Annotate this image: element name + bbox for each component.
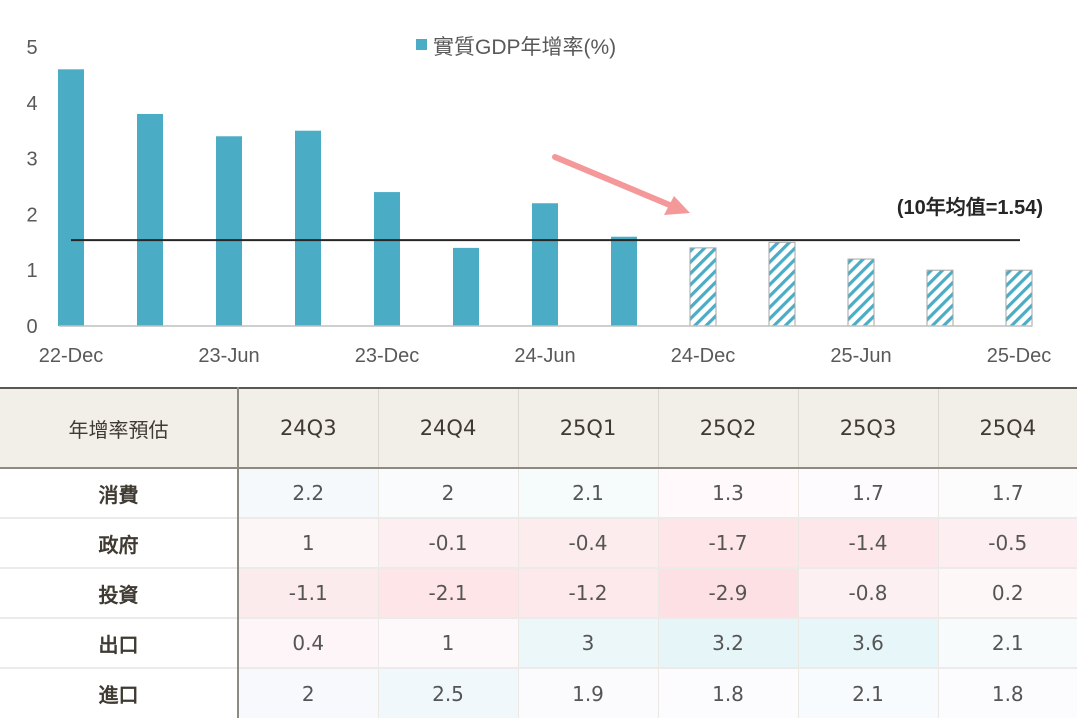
table-cell: 3.6 bbox=[797, 617, 938, 668]
x-tick-label: 22-Dec bbox=[39, 345, 103, 367]
y-tick-label: 1 bbox=[26, 260, 37, 282]
table-cell: 0.4 bbox=[237, 617, 378, 668]
actual-bar bbox=[58, 69, 84, 326]
y-tick-label: 4 bbox=[26, 93, 37, 115]
table-row: 投資 -1.1 -2.1 -1.2 -2.9 -0.8 0.2 bbox=[0, 567, 1077, 618]
table-corner-label: 年增率預估 bbox=[0, 387, 239, 469]
x-tick-label: 25-Dec bbox=[987, 345, 1051, 367]
y-tick-label: 0 bbox=[26, 316, 37, 338]
table-header-row: 年增率預估 24Q3 24Q4 25Q1 25Q2 25Q3 25Q4 bbox=[0, 387, 1077, 469]
table-cell: -0.5 bbox=[937, 517, 1077, 568]
actual-bar bbox=[453, 247, 479, 326]
table-row: 出口 0.4 1 3 3.2 3.6 2.1 bbox=[0, 617, 1077, 668]
actual-bar bbox=[137, 113, 163, 327]
table-cell: 1.7 bbox=[937, 467, 1077, 518]
forecast-bar bbox=[1005, 269, 1033, 327]
column-header: 25Q4 bbox=[937, 387, 1077, 469]
forecast-bar bbox=[689, 247, 717, 327]
row-label: 政府 bbox=[0, 517, 239, 568]
table-cell: 2 bbox=[377, 467, 518, 518]
forecast-bar bbox=[847, 258, 875, 327]
table-row: 進口 2 2.5 1.9 1.8 2.1 1.8 bbox=[0, 667, 1077, 718]
table-cell: -2.9 bbox=[657, 567, 798, 618]
table-cell: 1.3 bbox=[657, 467, 798, 518]
x-tick-label: 24-Jun bbox=[514, 345, 575, 367]
gdp-growth-chart: 實質GDP年增率(%) 0 1 2 3 4 5 22-Dec 23-Jun 23-Dec 24-… bbox=[26, 36, 1051, 367]
y-tick-label: 2 bbox=[26, 204, 37, 226]
table-cell: 3.2 bbox=[657, 617, 798, 668]
column-header: 25Q3 bbox=[797, 387, 938, 469]
x-axis: 22-Dec 23-Jun 23-Dec 24-Jun 24-Dec 25-Jun 25-D… bbox=[39, 345, 1051, 367]
actual-bar bbox=[216, 136, 242, 326]
table-cell: -0.1 bbox=[377, 517, 518, 568]
table-cell: -0.8 bbox=[797, 567, 938, 618]
column-header: 25Q2 bbox=[657, 387, 798, 469]
table-cell: 1.9 bbox=[517, 667, 658, 718]
table-cell: -1.1 bbox=[237, 567, 378, 618]
legend-label: 實質GDP年增率(%) bbox=[433, 36, 616, 59]
table-cell: 1 bbox=[237, 517, 378, 568]
table-cell: 0.2 bbox=[937, 567, 1077, 618]
column-header: 25Q1 bbox=[517, 387, 658, 469]
table-cell: 1.8 bbox=[657, 667, 798, 718]
table-cell: 3 bbox=[517, 617, 658, 668]
x-tick-label: 23-Dec bbox=[355, 345, 419, 367]
table-cell: -2.1 bbox=[377, 567, 518, 618]
y-tick-label: 5 bbox=[26, 37, 37, 59]
table-cell: 2.5 bbox=[377, 667, 518, 718]
table-cell: 2.1 bbox=[797, 667, 938, 718]
table-row: 政府 1 -0.1 -0.4 -1.7 -1.4 -0.5 bbox=[0, 517, 1077, 568]
ten-year-average-label: (10年均值=1.54) bbox=[897, 195, 1043, 219]
x-tick-label: 25-Jun bbox=[830, 345, 891, 367]
row-label: 出口 bbox=[0, 617, 239, 668]
table-cell: -1.2 bbox=[517, 567, 658, 618]
trend-arrow-icon bbox=[552, 154, 690, 215]
forecast-bar bbox=[768, 241, 796, 327]
forecast-bar bbox=[926, 269, 954, 327]
table-cell: 2.1 bbox=[517, 467, 658, 518]
y-tick-label: 3 bbox=[26, 149, 37, 171]
table-cell: 1 bbox=[377, 617, 518, 668]
column-header: 24Q3 bbox=[237, 387, 378, 469]
chart-legend: 實質GDP年增率(%) bbox=[416, 36, 616, 59]
x-tick-label: 24-Dec bbox=[671, 345, 735, 367]
column-header: 24Q4 bbox=[377, 387, 518, 469]
actual-bar bbox=[295, 130, 321, 326]
row-label: 投資 bbox=[0, 567, 239, 618]
row-label: 消費 bbox=[0, 467, 239, 518]
row-label: 進口 bbox=[0, 667, 239, 718]
table-cell: 1.7 bbox=[797, 467, 938, 518]
actual-bar bbox=[374, 192, 400, 326]
legend-swatch bbox=[416, 39, 427, 50]
table-cell: -1.7 bbox=[657, 517, 798, 568]
y-axis: 0 1 2 3 4 5 bbox=[26, 37, 37, 338]
forecast-table: 年增率預估 24Q3 24Q4 25Q1 25Q2 25Q3 25Q4 消費 2… bbox=[0, 387, 1077, 718]
table-cell: -0.4 bbox=[517, 517, 658, 568]
actual-bar bbox=[611, 236, 637, 326]
table-cell: -1.4 bbox=[797, 517, 938, 568]
table-cell: 2.2 bbox=[237, 467, 378, 518]
table-cell: 1.8 bbox=[937, 667, 1077, 718]
table-row: 消費 2.2 2 2.1 1.3 1.7 1.7 bbox=[0, 467, 1077, 518]
table-cell: 2 bbox=[237, 667, 378, 718]
actual-bar bbox=[532, 203, 558, 326]
bars bbox=[58, 69, 1033, 327]
table-cell: 2.1 bbox=[937, 617, 1077, 668]
x-tick-label: 23-Jun bbox=[198, 345, 259, 367]
